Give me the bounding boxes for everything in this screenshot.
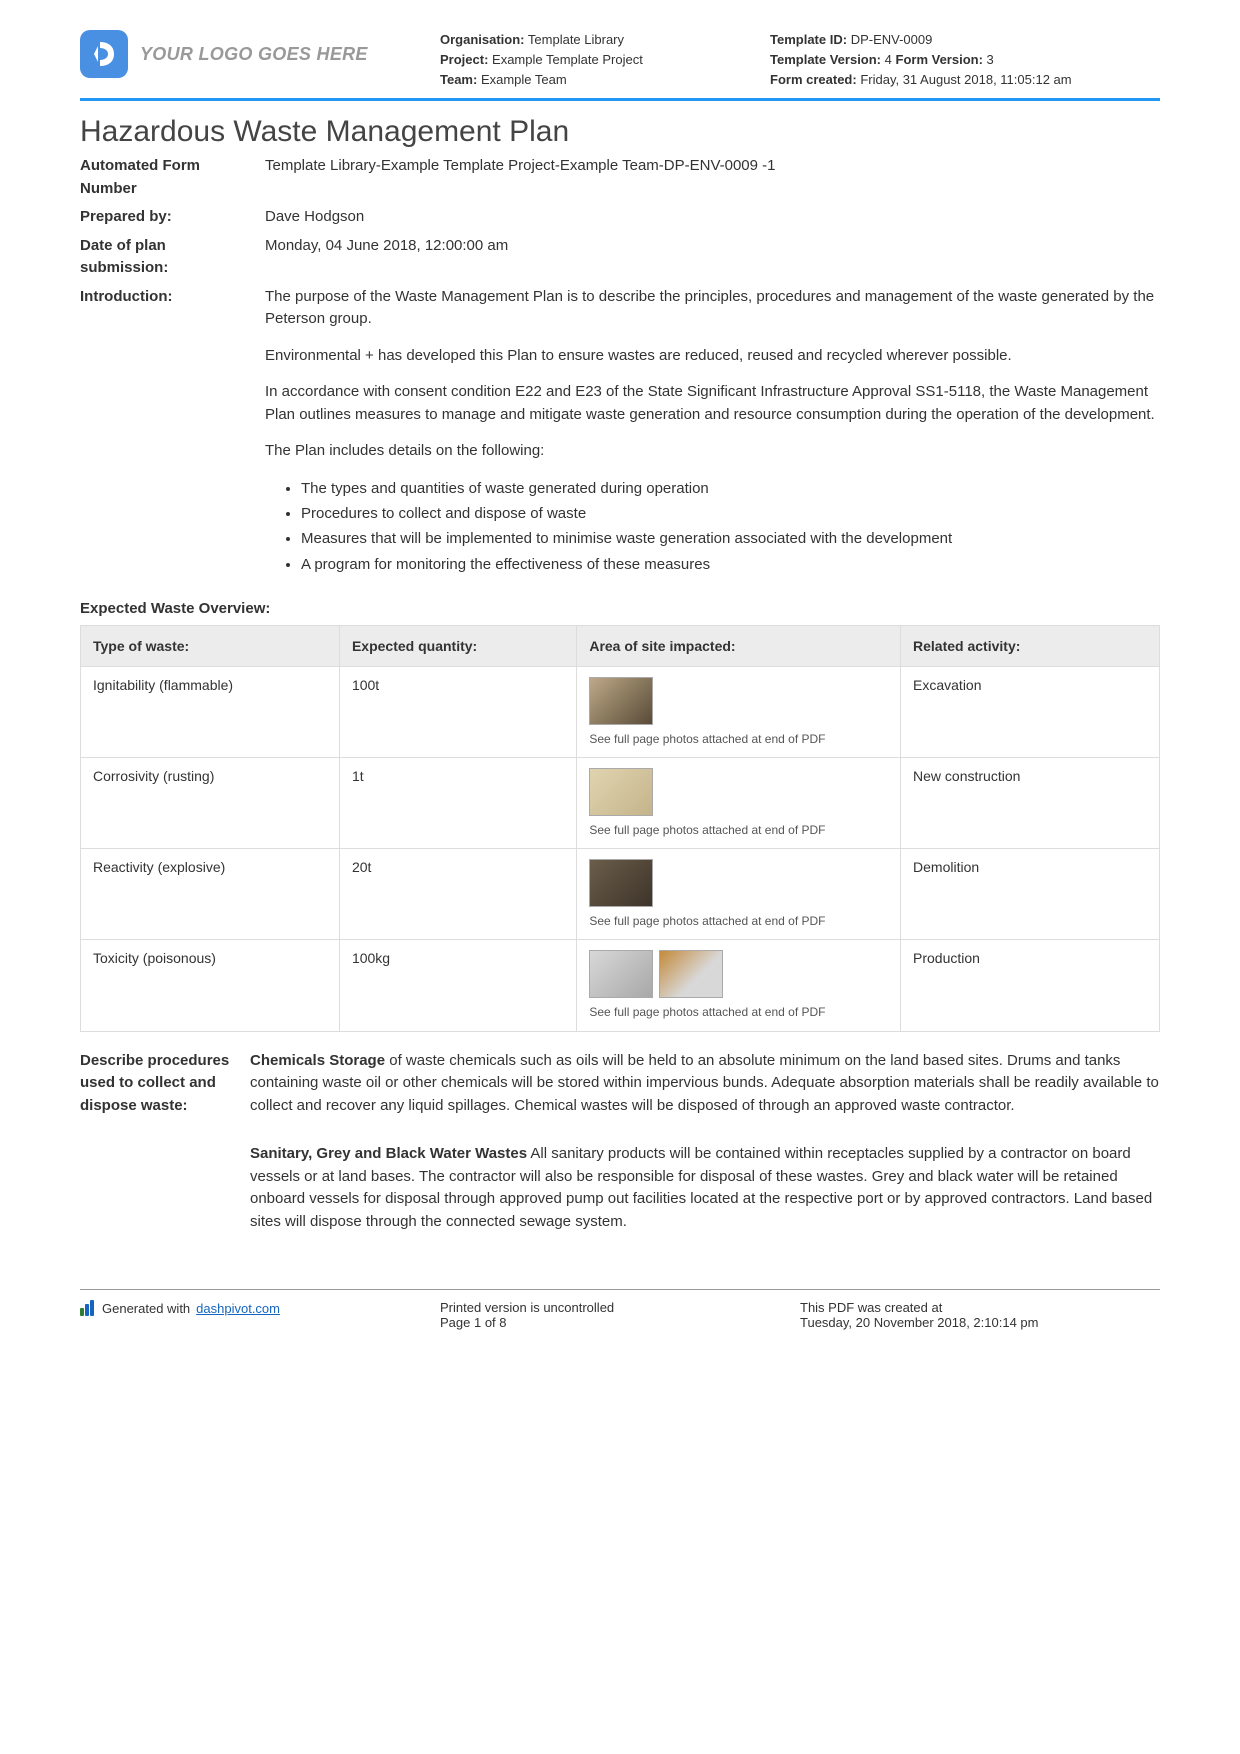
cell-area: See full page photos attached at end of … bbox=[577, 940, 901, 1031]
logo-text: YOUR LOGO GOES HERE bbox=[140, 44, 368, 65]
procedures-label: Describe procedures used to collect and … bbox=[80, 1050, 250, 1260]
overview-label: Expected Waste Overview: bbox=[80, 600, 1160, 617]
photo-thumbnail bbox=[589, 677, 653, 725]
waste-table: Type of waste: Expected quantity: Area o… bbox=[80, 625, 1160, 1032]
photo-thumbnail bbox=[589, 859, 653, 907]
date-label: Date of plan submission: bbox=[80, 235, 265, 280]
field-form-number: Automated Form Number Template Library-E… bbox=[80, 155, 1160, 200]
field-prepared-by: Prepared by: Dave Hodgson bbox=[80, 206, 1160, 229]
intro-label: Introduction: bbox=[80, 286, 265, 578]
col-area: Area of site impacted: bbox=[577, 625, 901, 666]
cell-type: Ignitability (flammable) bbox=[81, 666, 340, 757]
procedures-value: Chemicals Storage of waste chemicals suc… bbox=[250, 1050, 1160, 1260]
form-number-value: Template Library-Example Template Projec… bbox=[265, 155, 1160, 200]
photo-caption: See full page photos attached at end of … bbox=[589, 731, 888, 747]
footer-left: Generated with dashpivot.com bbox=[80, 1300, 440, 1330]
field-procedures: Describe procedures used to collect and … bbox=[80, 1050, 1160, 1260]
intro-bullet: Procedures to collect and dispose of was… bbox=[301, 502, 1160, 525]
photo-thumbnail bbox=[589, 768, 653, 816]
dashpivot-icon bbox=[80, 1300, 96, 1316]
dashpivot-link[interactable]: dashpivot.com bbox=[196, 1301, 280, 1316]
col-type: Type of waste: bbox=[81, 625, 340, 666]
created-value: Tuesday, 20 November 2018, 2:10:14 pm bbox=[800, 1315, 1160, 1330]
table-row: Toxicity (poisonous) 100kg See full page… bbox=[81, 940, 1160, 1031]
cell-area: See full page photos attached at end of … bbox=[577, 758, 901, 849]
field-introduction: Introduction: The purpose of the Waste M… bbox=[80, 286, 1160, 578]
intro-p1: The purpose of the Waste Management Plan… bbox=[265, 286, 1160, 331]
photo-caption: See full page photos attached at end of … bbox=[589, 913, 888, 929]
intro-p4: The Plan includes details on the followi… bbox=[265, 440, 1160, 463]
proc1-title: Chemicals Storage bbox=[250, 1052, 385, 1069]
table-header-row: Type of waste: Expected quantity: Area o… bbox=[81, 625, 1160, 666]
intro-bullets: The types and quantities of waste genera… bbox=[273, 477, 1160, 576]
document-header: YOUR LOGO GOES HERE Organisation: Templa… bbox=[80, 30, 1160, 101]
col-qty: Expected quantity: bbox=[339, 625, 576, 666]
header-meta-right: Template ID: DP-ENV-0009 Template Versio… bbox=[770, 30, 1160, 90]
page-title: Hazardous Waste Management Plan bbox=[80, 115, 1160, 149]
cell-activity: Demolition bbox=[901, 849, 1160, 940]
intro-bullet: The types and quantities of waste genera… bbox=[301, 477, 1160, 500]
cell-type: Toxicity (poisonous) bbox=[81, 940, 340, 1031]
procedure-block: Sanitary, Grey and Black Water Wastes Al… bbox=[250, 1143, 1160, 1233]
table-row: Ignitability (flammable) 100t See full p… bbox=[81, 666, 1160, 757]
photo-thumbnail bbox=[589, 950, 653, 998]
cell-qty: 100t bbox=[339, 666, 576, 757]
photo-caption: See full page photos attached at end of … bbox=[589, 822, 888, 838]
table-row: Corrosivity (rusting) 1t See full page p… bbox=[81, 758, 1160, 849]
prepared-by-value: Dave Hodgson bbox=[265, 206, 1160, 229]
table-row: Reactivity (explosive) 20t See full page… bbox=[81, 849, 1160, 940]
cell-type: Reactivity (explosive) bbox=[81, 849, 340, 940]
col-activity: Related activity: bbox=[901, 625, 1160, 666]
procedure-block: Chemicals Storage of waste chemicals suc… bbox=[250, 1050, 1160, 1118]
cell-area: See full page photos attached at end of … bbox=[577, 666, 901, 757]
document-footer: Generated with dashpivot.com Printed ver… bbox=[80, 1289, 1160, 1330]
created-label: This PDF was created at bbox=[800, 1300, 1160, 1315]
form-number-label: Automated Form Number bbox=[80, 155, 265, 200]
generated-prefix: Generated with bbox=[102, 1301, 190, 1316]
cell-activity: Production bbox=[901, 940, 1160, 1031]
intro-p2: Environmental + has developed this Plan … bbox=[265, 345, 1160, 368]
uncontrolled-text: Printed version is uncontrolled bbox=[440, 1300, 800, 1315]
intro-p3: In accordance with consent condition E22… bbox=[265, 381, 1160, 426]
date-value: Monday, 04 June 2018, 12:00:00 am bbox=[265, 235, 1160, 280]
cell-qty: 20t bbox=[339, 849, 576, 940]
logo-block: YOUR LOGO GOES HERE bbox=[80, 30, 420, 78]
footer-center: Printed version is uncontrolled Page 1 o… bbox=[440, 1300, 800, 1330]
footer-logo: Generated with dashpivot.com bbox=[80, 1300, 280, 1316]
header-meta-left: Organisation: Template Library Project: … bbox=[440, 30, 750, 90]
cell-area: See full page photos attached at end of … bbox=[577, 849, 901, 940]
proc2-title: Sanitary, Grey and Black Water Wastes bbox=[250, 1145, 527, 1162]
logo-icon bbox=[80, 30, 128, 78]
cell-type: Corrosivity (rusting) bbox=[81, 758, 340, 849]
prepared-by-label: Prepared by: bbox=[80, 206, 265, 229]
cell-activity: Excavation bbox=[901, 666, 1160, 757]
photo-thumbnail bbox=[659, 950, 723, 998]
field-date: Date of plan submission: Monday, 04 June… bbox=[80, 235, 1160, 280]
cell-qty: 1t bbox=[339, 758, 576, 849]
intro-bullet: A program for monitoring the effectivene… bbox=[301, 553, 1160, 576]
page-number: Page 1 of 8 bbox=[440, 1315, 800, 1330]
photo-caption: See full page photos attached at end of … bbox=[589, 1004, 888, 1020]
cell-activity: New construction bbox=[901, 758, 1160, 849]
intro-bullet: Measures that will be implemented to min… bbox=[301, 527, 1160, 550]
cell-qty: 100kg bbox=[339, 940, 576, 1031]
intro-value: The purpose of the Waste Management Plan… bbox=[265, 286, 1160, 578]
proc1-body: of waste chemicals such as oils will be … bbox=[250, 1052, 1159, 1114]
footer-right: This PDF was created at Tuesday, 20 Nove… bbox=[800, 1300, 1160, 1330]
